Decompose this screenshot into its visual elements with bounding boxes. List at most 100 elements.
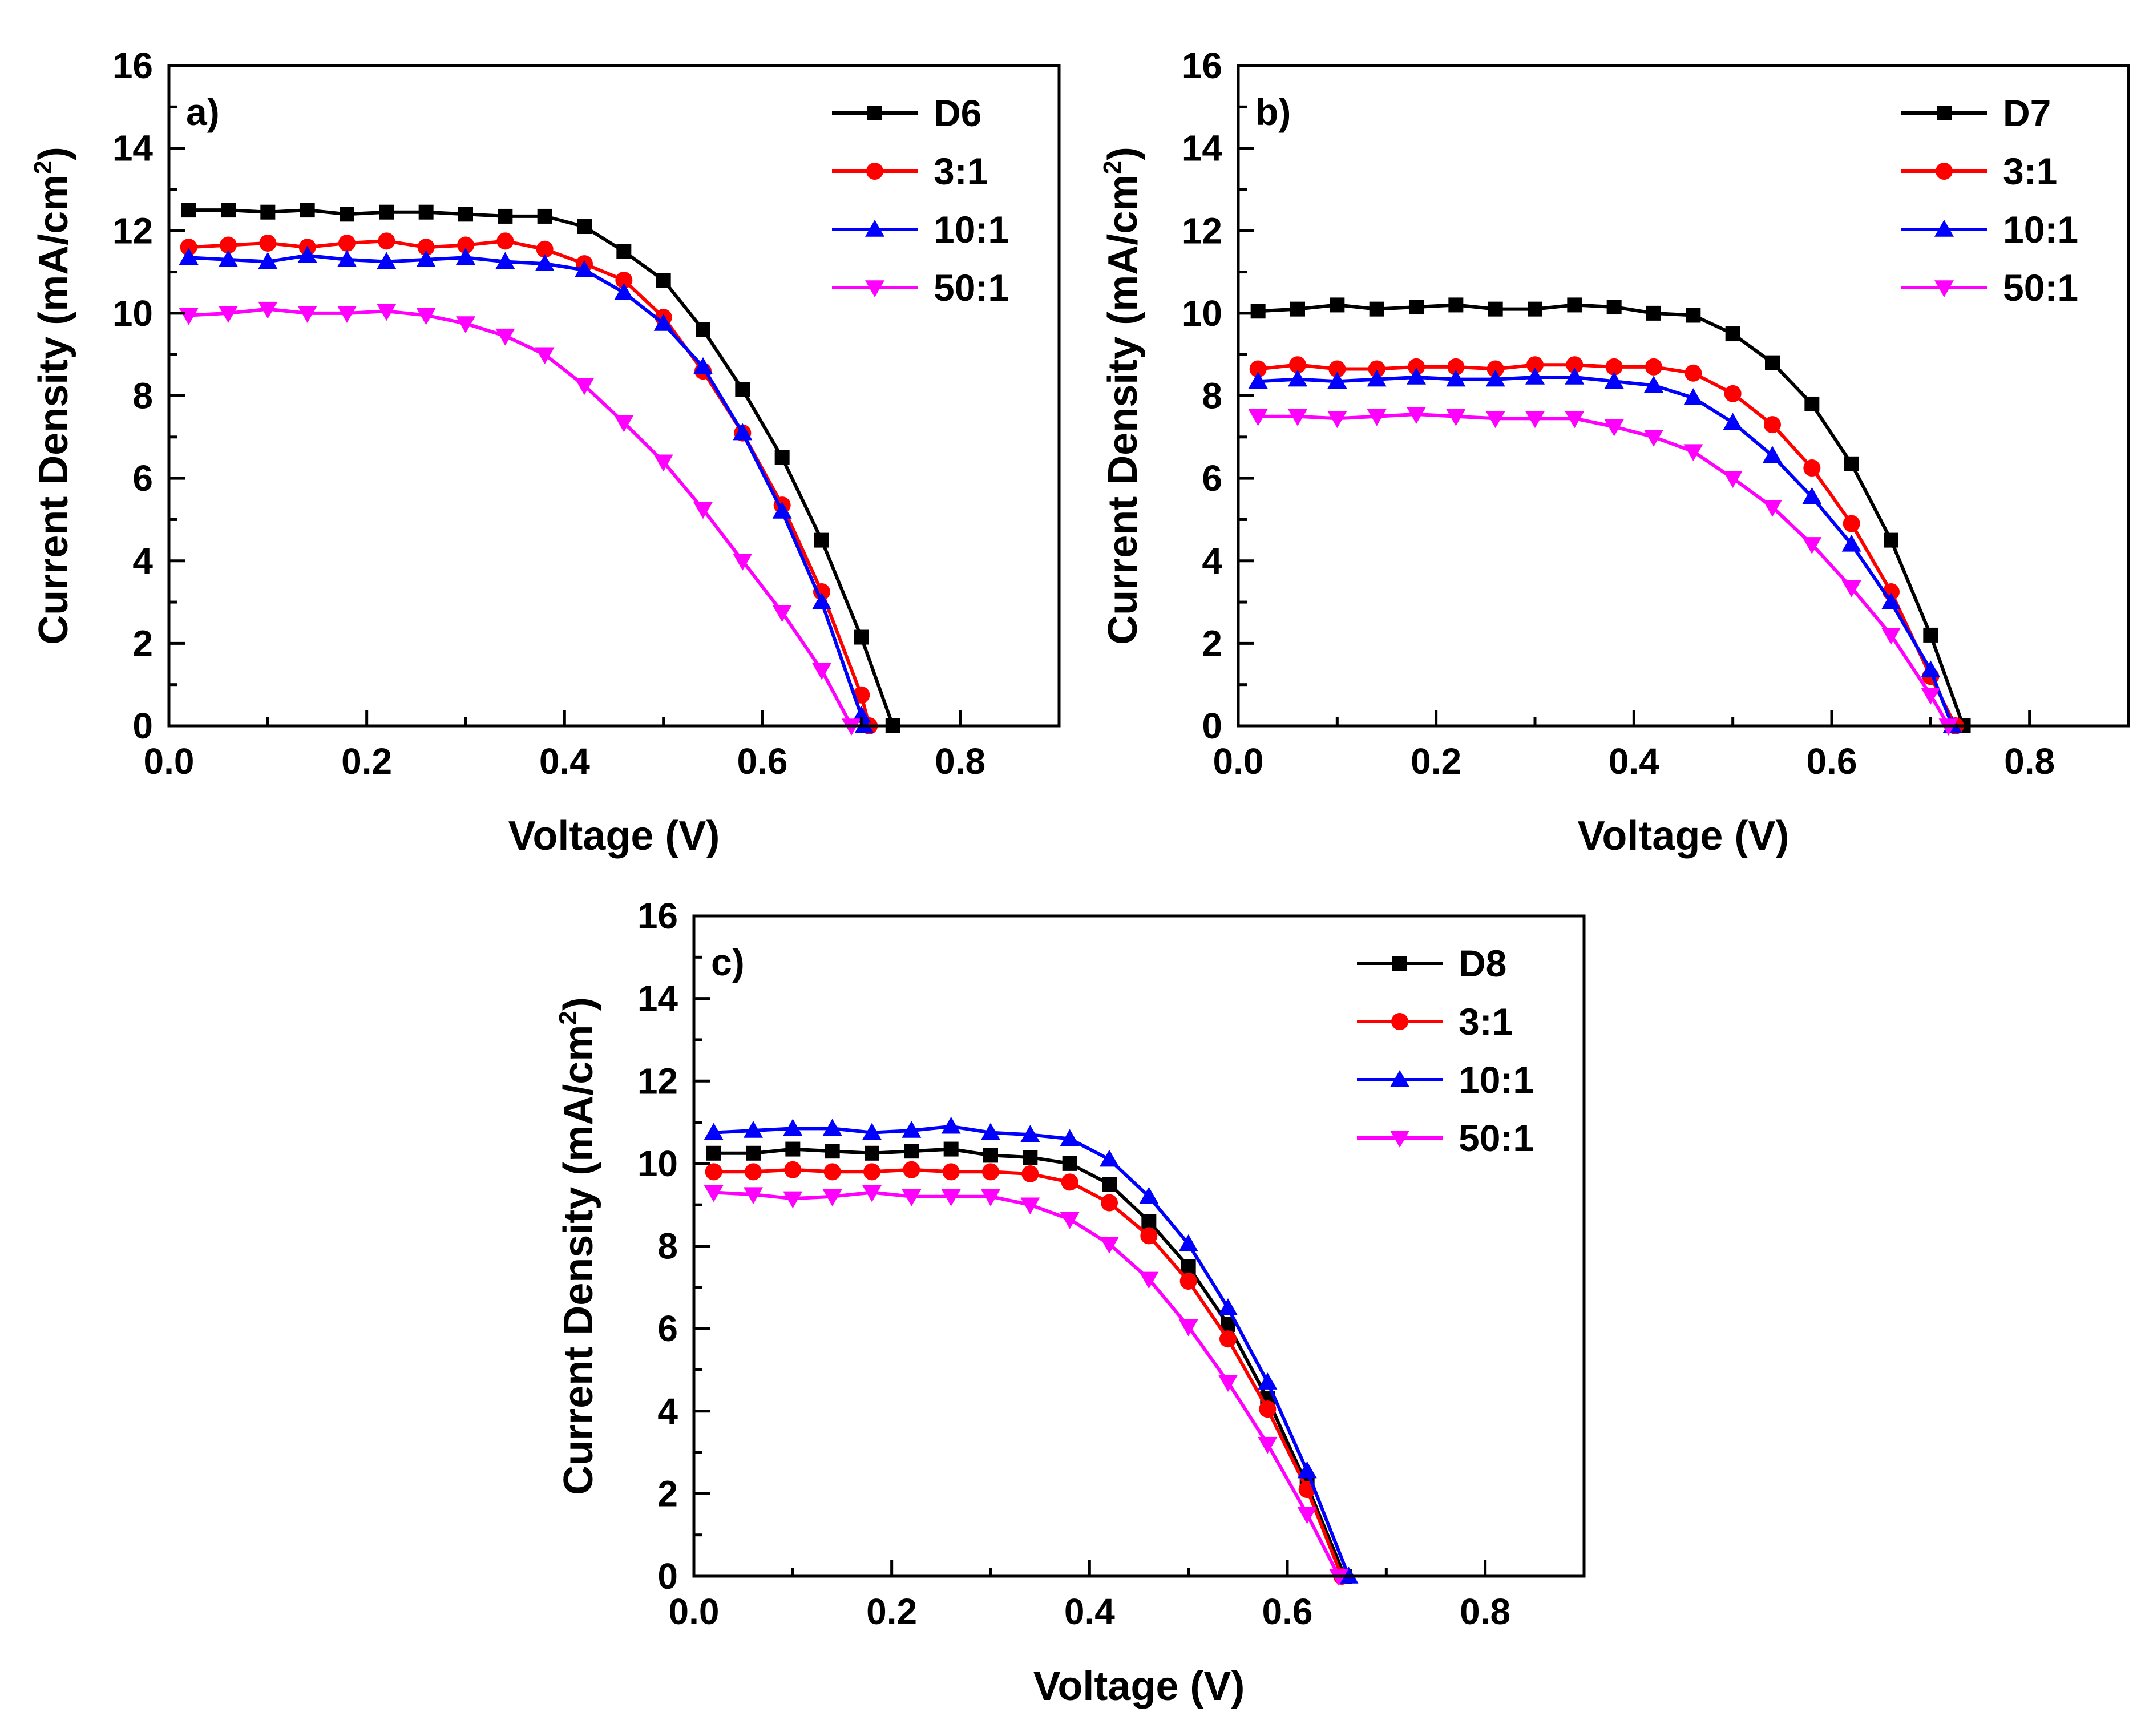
data-point xyxy=(774,450,790,465)
data-point xyxy=(943,1141,959,1157)
data-point xyxy=(1447,358,1465,376)
data-point xyxy=(536,240,554,258)
series-2 xyxy=(180,232,878,734)
series-line xyxy=(713,1147,1347,1577)
data-point xyxy=(1178,1319,1198,1337)
y-tick-label: 6 xyxy=(132,458,153,499)
data-point xyxy=(1765,355,1780,370)
data-point xyxy=(1645,358,1662,376)
data-point xyxy=(1258,1436,1278,1454)
series-4 xyxy=(704,1185,1349,1586)
data-point xyxy=(823,1163,841,1181)
chart-panel-1: 0.0 0.2 0.4 0.6 0.8 0 2 4 6 8 10 12 14 16 Voltage (V) C… xyxy=(29,45,1061,859)
data-point xyxy=(1644,376,1663,393)
data-point xyxy=(693,502,713,519)
data-point xyxy=(851,705,871,723)
legend-marker xyxy=(1390,1070,1409,1087)
legend: D6 3:1 10:1 50:1 xyxy=(832,92,1009,309)
data-point xyxy=(535,254,555,271)
data-point xyxy=(814,532,829,548)
data-point xyxy=(1604,372,1624,389)
y-tick-label: 16 xyxy=(112,45,153,86)
data-point xyxy=(735,382,750,397)
y-tick-label: 6 xyxy=(1202,458,1222,499)
data-point xyxy=(1288,409,1307,426)
data-point xyxy=(1407,407,1426,425)
legend-item-4: 50:1 xyxy=(1901,267,2078,309)
data-point xyxy=(1803,459,1821,477)
data-point xyxy=(537,208,552,224)
series-2 xyxy=(1249,356,1964,734)
data-point xyxy=(981,1189,1000,1206)
data-point xyxy=(220,236,237,254)
data-point xyxy=(259,234,277,252)
data-point xyxy=(535,347,555,365)
data-point xyxy=(1062,1156,1077,1171)
data-point xyxy=(1139,1186,1159,1204)
data-point xyxy=(1841,580,1861,597)
data-point xyxy=(1290,301,1305,317)
legend: D8 3:1 10:1 50:1 xyxy=(1357,942,1534,1159)
x-tick-label: 0.2 xyxy=(341,741,392,782)
data-point xyxy=(1686,308,1701,323)
data-point xyxy=(258,252,278,269)
legend-item-3: 10:1 xyxy=(1357,1059,1534,1101)
data-point xyxy=(1804,396,1820,411)
x-axis-title: Voltage (V) xyxy=(508,813,720,859)
data-point xyxy=(1407,367,1426,385)
legend-label: 10:1 xyxy=(2003,208,2078,251)
series-1 xyxy=(181,203,900,733)
data-point xyxy=(1409,300,1424,315)
data-point xyxy=(1140,1227,1158,1245)
y-tick-label: 6 xyxy=(657,1308,678,1349)
data-point xyxy=(1606,300,1622,315)
data-point xyxy=(863,1163,880,1181)
data-point xyxy=(297,245,317,263)
data-point xyxy=(416,308,436,325)
data-point xyxy=(1725,326,1740,342)
data-point xyxy=(812,663,831,680)
series-line xyxy=(188,208,895,727)
data-point xyxy=(1723,471,1743,488)
x-tick-label: 0.8 xyxy=(1460,1591,1510,1632)
legend-item-3: 10:1 xyxy=(1901,208,2078,251)
x-tick-label: 0.4 xyxy=(1064,1591,1115,1632)
y-tick-label: 14 xyxy=(637,978,678,1019)
legend-marker xyxy=(865,280,884,297)
data-point xyxy=(181,203,196,218)
data-point xyxy=(1841,534,1861,552)
data-point xyxy=(1368,360,1385,378)
data-point xyxy=(1802,487,1822,504)
data-point xyxy=(1565,367,1585,385)
x-tick-label: 0.6 xyxy=(1262,1591,1313,1632)
data-point xyxy=(772,501,792,519)
data-point xyxy=(614,282,634,300)
series-line xyxy=(188,253,866,726)
legend: D7 3:1 10:1 50:1 xyxy=(1901,92,2078,309)
legend-item-2: 3:1 xyxy=(832,150,988,192)
data-point xyxy=(744,1187,763,1205)
y-tick-label: 10 xyxy=(112,293,153,334)
data-point xyxy=(458,207,473,222)
data-point xyxy=(1061,1173,1078,1191)
data-point xyxy=(1802,537,1822,554)
legend-label: D7 xyxy=(2003,92,2051,134)
y-tick-label: 14 xyxy=(112,128,154,169)
data-point xyxy=(1297,1461,1317,1479)
data-point xyxy=(1881,628,1901,645)
legend-label: 50:1 xyxy=(934,267,1009,309)
data-point xyxy=(219,249,238,267)
data-point xyxy=(377,252,397,269)
data-point xyxy=(1060,1212,1080,1229)
data-point xyxy=(1250,304,1266,319)
panel-label: a) xyxy=(186,91,220,133)
data-point xyxy=(1923,627,1938,643)
data-point xyxy=(616,244,632,259)
data-point xyxy=(982,1163,999,1181)
data-point xyxy=(417,239,435,256)
chart-panel-3: 0.0 0.2 0.4 0.6 0.8 0 2 4 6 8 10 12 14 16 Voltage (V) C… xyxy=(554,895,1586,1709)
data-point xyxy=(1843,515,1860,532)
data-point xyxy=(495,252,515,269)
legend-label: 3:1 xyxy=(2003,150,2057,192)
y-tick-label: 14 xyxy=(1182,128,1223,169)
